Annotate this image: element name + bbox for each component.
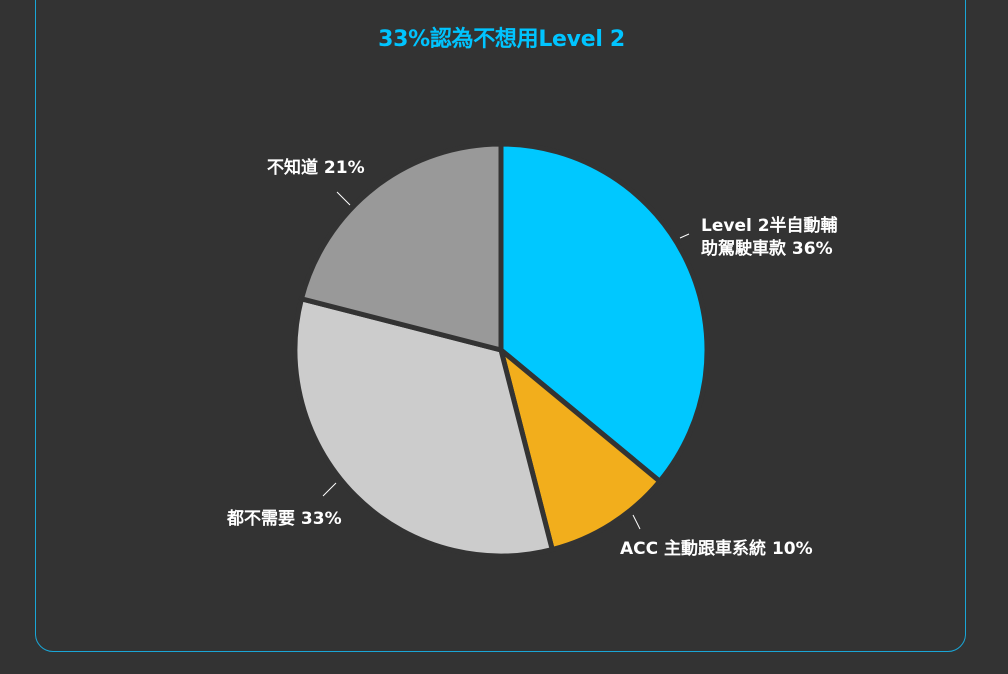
leader-line-2: [322, 482, 337, 497]
slice-label-2: 都不需要 33%: [226, 508, 342, 529]
pie-slice-2: [292, 296, 555, 559]
slice-label-0: Level 2半自動輔助駕駛車款 36%: [701, 215, 838, 259]
leader-line-0: [679, 233, 690, 239]
slice-label-line: Level 2半自動輔: [701, 215, 838, 236]
pie-slices: [292, 141, 710, 559]
chart-frame: [35, 0, 966, 652]
pie-slice-3: [298, 141, 504, 353]
leader-line-3: [336, 191, 351, 206]
chart-title: 33%認為不想用Level 2: [378, 27, 625, 52]
leader-line-1: [632, 514, 641, 530]
slice-label-line: 都不需要 33%: [226, 508, 342, 529]
pie-labels: Level 2半自動輔助駕駛車款 36% ACC 主動跟車系統 10% 都不需要 3…: [226, 157, 838, 559]
slice-label-line: 不知道 21%: [267, 157, 365, 178]
slice-label-3: 不知道 21%: [267, 157, 365, 178]
slice-label-1: ACC 主動跟車系統 10%: [620, 538, 813, 559]
pie-slice-0: [498, 141, 710, 484]
pie-leader-lines: [322, 191, 690, 530]
slice-label-line: 助駕駛車款 36%: [701, 238, 833, 259]
slice-label-line: ACC 主動跟車系統 10%: [620, 538, 813, 559]
